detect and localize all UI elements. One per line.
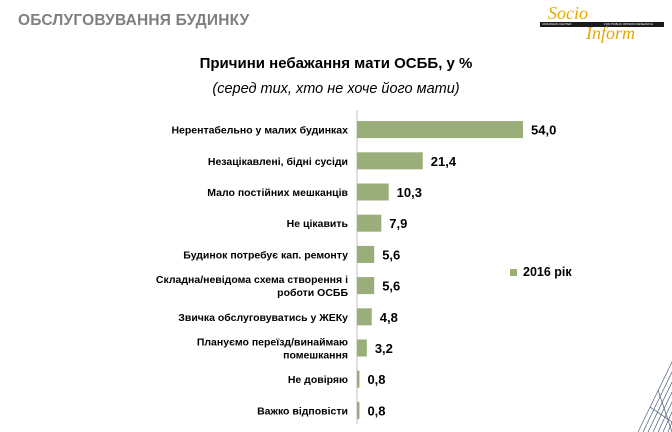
category-label: Важко відповісти [257,405,348,417]
bar [357,245,375,263]
bar [357,183,389,201]
socioinform-logo: UKRAINIAN CENTER FOR PUBLIC OPINION RESE… [540,2,668,44]
data-label: 5,6 [382,279,400,294]
category-label: Не цікавить [287,218,349,230]
bar [357,401,360,419]
data-label: 0,8 [367,372,385,387]
section-title: ОБСЛУГОВУВАННЯ БУДИНКУ [18,12,250,29]
bar [357,214,382,232]
category-label: Мало постійних мешканців [207,187,348,199]
category-label: Незацікавлені, бідні сусіди [208,156,348,168]
category-label: Складна/невідома схема створення і роботи… [156,274,349,299]
data-label: 0,8 [367,403,385,418]
category-label: Звичка обслуговуватись у ЖЕКу [178,312,348,324]
category-label: Не довіряю [288,374,348,386]
bar [357,277,375,295]
chart-legend: 2016 рік [510,265,572,279]
category-label: Нерентабельно у малих будинках [171,125,348,137]
category-label: Плануємо переїзд/винаймаю помешкання [197,337,348,362]
corner-decoration [638,362,672,432]
data-label: 5,6 [382,247,400,262]
data-label: 3,2 [375,341,393,356]
legend-label: 2016 рік [523,265,572,279]
bar [357,370,360,388]
legend-swatch [510,268,517,276]
data-label: 54,0 [531,123,556,138]
logo-word-2: Inform [586,23,635,43]
bar [357,121,523,139]
chart-subtitle: (серед тих, хто не хоче його мати) [212,81,460,97]
logo-subtitle-2: FOR PUBLIC OPINION RESEARCH [604,22,654,26]
logo-bar [540,22,664,27]
data-label: 21,4 [431,154,457,169]
logo-subtitle-1: UKRAINIAN CENTER [542,22,572,26]
chart-title: Причини небажання мати ОСББ, у % [199,55,473,72]
data-label: 7,9 [389,216,407,231]
bar [357,339,367,357]
data-label: 10,3 [397,185,422,200]
bar [357,308,372,326]
data-label: 4,8 [380,310,398,325]
category-label: Будинок потребує кап. ремонту [183,249,348,261]
logo-word-1: Socio [548,3,588,23]
bar [357,152,423,170]
